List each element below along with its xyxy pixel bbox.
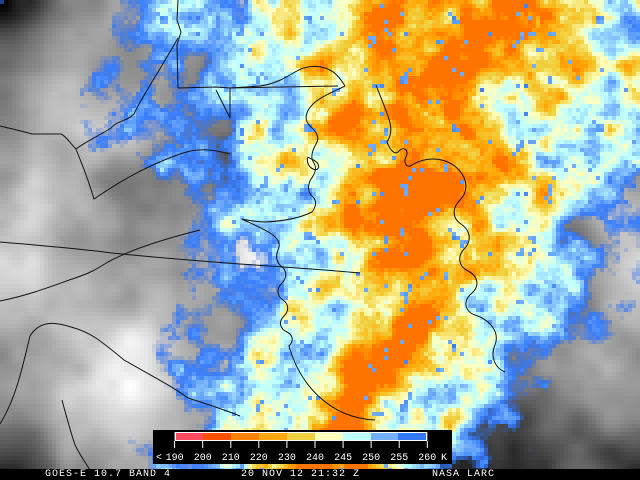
svg-text:260: 260 bbox=[418, 453, 436, 464]
svg-text:255: 255 bbox=[390, 453, 408, 464]
svg-text:245: 245 bbox=[334, 453, 352, 464]
svg-text:250: 250 bbox=[362, 453, 380, 464]
svg-text:210: 210 bbox=[222, 453, 240, 464]
svg-text:230: 230 bbox=[278, 453, 296, 464]
svg-text:200: 200 bbox=[194, 453, 212, 464]
svg-text:190: 190 bbox=[166, 453, 184, 464]
svg-text:240: 240 bbox=[306, 453, 324, 464]
svg-text:<: < bbox=[156, 453, 162, 464]
svg-text:K: K bbox=[441, 453, 447, 464]
svg-text:220: 220 bbox=[250, 453, 268, 464]
